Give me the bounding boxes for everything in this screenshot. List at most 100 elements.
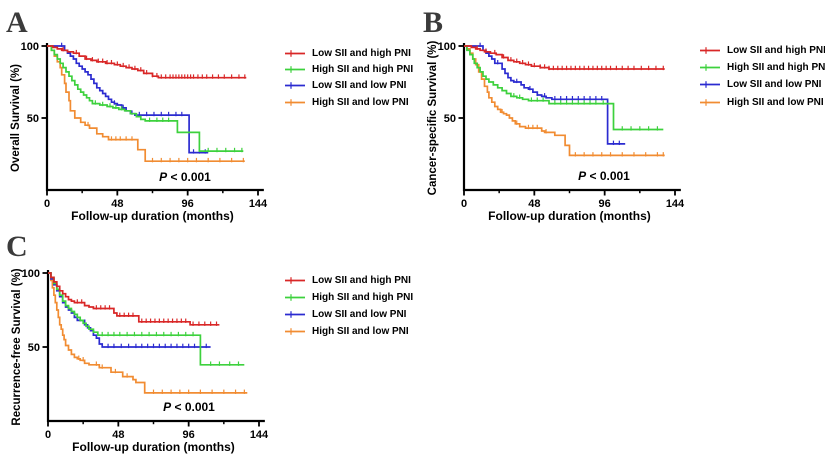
- survival-curve-high-sii-and-low-pni: [48, 272, 248, 394]
- legend-label: High SII and high PNI: [312, 64, 414, 76]
- legend-item-low-sii-and-high-pni: Low SII and high PNI: [700, 42, 825, 59]
- x-tick-label: 0: [461, 198, 467, 210]
- panel-letter: A: [6, 6, 28, 39]
- legend-label: Low SII and low PNI: [312, 308, 407, 320]
- x-tick-label: 0: [45, 429, 51, 441]
- legend-cancer-specific-survival: Low SII and high PNI High SII and high PN…: [700, 42, 825, 112]
- censor-marks-low-sii-and-high-pni: [476, 45, 664, 71]
- y-axis-title: Overall Survival (%): [10, 64, 22, 172]
- p-value-symbol: P: [578, 169, 587, 183]
- p-value: P < 0.001: [578, 169, 630, 183]
- legend-label: Low SII and low PNI: [312, 80, 407, 92]
- y-axis-title: Cancer-specific Survival (%): [427, 40, 439, 195]
- legend-label: High SII and high PNI: [727, 62, 825, 74]
- survival-curve-low-sii-and-low-pni: [464, 45, 626, 145]
- p-value: P < 0.001: [159, 170, 211, 184]
- censor-marks-high-sii-and-high-pni: [101, 331, 240, 366]
- legend-item-low-sii-and-low-pni: Low SII and low PNI: [285, 78, 413, 94]
- survival-curve-high-sii-and-high-pni: [48, 272, 245, 366]
- survival-curve-low-sii-and-low-pni: [47, 45, 209, 154]
- p-value-number: < 0.001: [167, 170, 211, 184]
- legend-marker-line: [285, 327, 305, 335]
- legend-item-low-sii-and-high-pni: Low SII and high PNI: [285, 272, 413, 289]
- legend-marker-line: [700, 81, 720, 89]
- panel-letter: B: [423, 6, 443, 39]
- panel-letter: C: [6, 230, 28, 263]
- y-tick-label: 100: [21, 41, 39, 53]
- censor-marks-high-sii-and-high-pni: [513, 93, 659, 131]
- legend-marker-line: [285, 49, 305, 57]
- legend-marker-line: [285, 99, 305, 106]
- x-tick-label: 0: [44, 198, 50, 210]
- legend-marker-line: [700, 99, 720, 106]
- legend-marker-line: [285, 293, 305, 301]
- legend-overall-survival: Low SII and high PNI High SII and high PN…: [285, 45, 413, 111]
- survival-curve-low-sii-and-high-pni: [48, 272, 220, 326]
- x-tick-label: 96: [182, 198, 194, 210]
- km-chart-recurrence-free-survival: C 100 50 0 48 96 144 Follow-up duration (months…: [6, 230, 269, 454]
- x-tick-label: 48: [528, 198, 540, 210]
- x-tick-label: 96: [183, 429, 195, 441]
- legend-label: Low SII and high PNI: [312, 47, 411, 59]
- censor-marks-low-sii-and-high-pni: [62, 47, 246, 79]
- legend-marker-line: [700, 64, 720, 71]
- survival-curve-high-sii-and-high-pni: [464, 45, 664, 131]
- legend-marker-line: [285, 276, 305, 284]
- p-value-symbol: P: [159, 170, 168, 184]
- x-tick-label: 144: [250, 429, 269, 441]
- x-tick-label: 96: [599, 198, 611, 210]
- p-value-symbol: P: [163, 400, 172, 414]
- y-tick-label: 50: [28, 342, 40, 354]
- survival-curve-high-sii-and-low-pni: [47, 45, 245, 163]
- legend-label: High SII and low PNI: [312, 325, 409, 337]
- legend-item-high-sii-and-high-pni: High SII and high PNI: [285, 61, 413, 77]
- legend-label: High SII and low PNI: [727, 96, 824, 108]
- legend-item-high-sii-and-high-pni: High SII and high PNI: [700, 59, 825, 76]
- legend-item-high-sii-and-low-pni: High SII and low PNI: [285, 323, 413, 340]
- legend-marker-line: [285, 82, 305, 90]
- censor-marks-high-sii-and-high-pni: [94, 100, 243, 153]
- censor-marks-low-sii-and-low-pni: [479, 42, 620, 146]
- legend-marker-line: [700, 46, 720, 54]
- x-tick-label: 48: [111, 198, 123, 210]
- p-value-number: < 0.001: [586, 169, 630, 183]
- km-chart-overall-survival: A 100 50 0 48 96 144 Follow-up duration (months…: [6, 6, 268, 223]
- legend-marker-line: [285, 310, 305, 318]
- p-value-number: < 0.001: [171, 400, 215, 414]
- legend-item-low-sii-and-low-pni: Low SII and low PNI: [285, 306, 413, 323]
- x-axis-title: Follow-up duration (months): [488, 209, 651, 223]
- survival-curve-high-sii-and-high-pni: [47, 45, 244, 152]
- legend-label: Low SII and low PNI: [727, 79, 822, 91]
- legend-label: High SII and low PNI: [312, 96, 409, 108]
- km-chart-cancer-specific-survival: B 100 50 0 48 96 144 Follow-up duration (months…: [423, 6, 685, 223]
- legend-label: Low SII and high PNI: [312, 274, 411, 286]
- x-axis-title: Follow-up duration (months): [72, 440, 235, 454]
- x-tick-label: 144: [249, 198, 268, 210]
- y-tick-label: 50: [27, 113, 39, 125]
- censor-marks-high-sii-and-low-pni: [501, 108, 664, 157]
- y-tick-label: 100: [22, 268, 40, 280]
- censor-marks-low-sii-and-low-pni: [79, 317, 207, 349]
- legend-item-low-sii-and-high-pni: Low SII and high PNI: [285, 45, 413, 61]
- legend-item-high-sii-and-high-pni: High SII and high PNI: [285, 289, 413, 306]
- legend-label: High SII and high PNI: [312, 291, 414, 303]
- y-tick-label: 100: [438, 41, 456, 53]
- legend-marker-line: [285, 66, 305, 73]
- x-tick-label: 144: [666, 198, 685, 210]
- y-tick-label: 50: [444, 113, 456, 125]
- censor-marks-low-sii-and-low-pni: [61, 42, 206, 154]
- p-value: P < 0.001: [163, 400, 215, 414]
- survival-curve-low-sii-and-high-pni: [464, 45, 665, 70]
- y-axis-title: Recurrence-free Survival (%): [11, 268, 23, 425]
- censor-marks-high-sii-and-low-pni: [87, 121, 244, 163]
- x-axis-title: Follow-up duration (months): [71, 209, 234, 223]
- legend-item-high-sii-and-low-pni: High SII and low PNI: [700, 94, 825, 111]
- censor-marks-high-sii-and-low-pni: [78, 355, 245, 394]
- legend-recurrence-free-survival: Low SII and high PNI High SII and high PN…: [285, 272, 413, 340]
- legend-item-low-sii-and-low-pni: Low SII and low PNI: [700, 76, 825, 93]
- legend-item-high-sii-and-low-pni: High SII and low PNI: [285, 94, 413, 110]
- x-tick-label: 48: [112, 429, 124, 441]
- censor-marks-low-sii-and-high-pni: [76, 299, 218, 326]
- legend-label: Low SII and high PNI: [727, 44, 825, 56]
